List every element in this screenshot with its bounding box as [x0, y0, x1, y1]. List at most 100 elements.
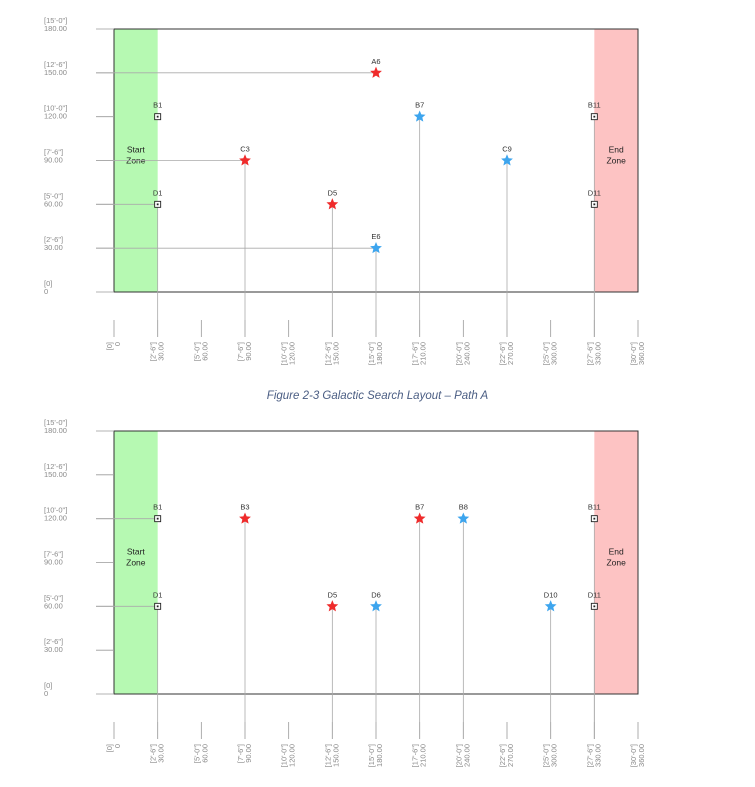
red-star-icon — [239, 512, 251, 524]
ball-e6: E6 — [370, 232, 382, 254]
marker-dot-icon — [593, 203, 596, 206]
end-zone-label-line1: End — [609, 145, 624, 155]
x-tick-feet: [25'-0"] — [542, 342, 551, 365]
x-tick-feet: [15'-0"] — [367, 342, 376, 365]
x-tick-feet: [2'-6"] — [149, 342, 158, 361]
x-tick-feet: [0] — [105, 744, 114, 752]
red-star-icon — [370, 66, 382, 78]
x-tick-inches: 60.00 — [200, 342, 209, 361]
y-tick-feet: [0] — [44, 681, 52, 690]
marker-label: D1 — [153, 188, 163, 197]
ball-label: D6 — [371, 590, 381, 599]
x-tick-inches: 330.00 — [593, 744, 602, 767]
ball-label: B8 — [459, 503, 468, 512]
y-tick-inches: 90.00 — [44, 156, 63, 165]
y-tick-inches: 30.00 — [44, 645, 63, 654]
x-tick-feet: [0] — [105, 342, 114, 350]
ball-label: C3 — [240, 145, 250, 154]
marker-b11: B11 — [588, 503, 601, 523]
blue-star-icon — [544, 600, 557, 612]
blue-star-icon — [370, 241, 382, 254]
x-tick-inches: 30.00 — [157, 744, 166, 763]
y-tick-feet: [15'-0"] — [44, 418, 67, 427]
marker-label: B1 — [153, 503, 162, 512]
ball-label: C9 — [502, 145, 512, 154]
x-tick-feet: [20'-0"] — [454, 342, 463, 365]
y-tick-inches: 90.00 — [44, 558, 63, 567]
galactic-search-path-a-diagram: StartZoneEndZone[0]0[2'-6"]30.00[5'-0"]6… — [44, 16, 646, 365]
red-star-icon — [239, 154, 251, 166]
ball-label: B3 — [240, 503, 249, 512]
y-tick-inches: 60.00 — [44, 199, 63, 208]
ball-d5: D5 — [326, 188, 339, 210]
marker-d11: D11 — [588, 590, 601, 610]
marker-dot-icon — [593, 115, 596, 118]
x-tick-inches: 240.00 — [462, 744, 471, 767]
ball-label: A6 — [371, 57, 380, 66]
x-tick-feet: [5'-0"] — [192, 744, 201, 763]
marker-label: B11 — [588, 101, 601, 110]
x-tick-feet: [17'-6"] — [411, 342, 420, 365]
x-tick-inches: 330.00 — [593, 342, 602, 365]
red-star-icon — [413, 512, 426, 524]
y-tick-inches: 150.00 — [44, 68, 67, 77]
x-tick-feet: [7'-6"] — [236, 744, 245, 763]
ball-label: E6 — [371, 232, 380, 241]
ball-b8: B8 — [457, 503, 470, 524]
start-zone-label-line1: Start — [127, 547, 146, 557]
x-tick-feet: [30'-0"] — [629, 342, 638, 365]
x-tick-inches: 150.00 — [331, 342, 340, 365]
x-tick-inches: 270.00 — [506, 342, 515, 365]
galactic-search-path-b-diagram: StartZoneEndZone[0]0[2'-6"]30.00[5'-0"]6… — [44, 418, 646, 767]
end-zone — [594, 29, 638, 292]
marker-dot-icon — [156, 517, 159, 520]
y-tick-inches: 180.00 — [44, 24, 67, 33]
x-tick-feet: [12'-6"] — [323, 744, 332, 767]
ball-d10: D10 — [544, 590, 558, 612]
marker-label: B1 — [153, 101, 162, 110]
x-tick-feet: [10'-0"] — [280, 744, 289, 767]
x-tick-inches: 300.00 — [550, 744, 559, 767]
marker-d1: D1 — [153, 188, 163, 208]
start-zone — [114, 431, 158, 694]
x-tick-feet: [20'-0"] — [454, 744, 463, 767]
x-tick-inches: 360.00 — [637, 744, 646, 767]
x-tick-feet: [10'-0"] — [280, 342, 289, 365]
path-b-field: StartZoneEndZone[0]0[2'-6"]30.00[5'-0"]6… — [44, 418, 646, 767]
x-tick-feet: [25'-0"] — [542, 744, 551, 767]
ball-d6: D6 — [370, 590, 382, 612]
x-tick-inches: 180.00 — [375, 342, 384, 365]
y-tick-feet: [7'-6"] — [44, 550, 63, 559]
y-tick-feet: [2'-6"] — [44, 637, 63, 646]
marker-b1: B1 — [153, 503, 162, 523]
blue-star-icon — [501, 154, 513, 166]
ball-label: D5 — [328, 188, 338, 197]
marker-b11: B11 — [588, 101, 601, 121]
end-zone-label-line1: End — [609, 547, 624, 557]
marker-dot-icon — [156, 605, 159, 608]
y-tick-feet: [15'-0"] — [44, 16, 67, 25]
ball-label: D10 — [544, 590, 558, 599]
x-tick-inches: 0 — [113, 744, 122, 748]
ball-b3: B3 — [239, 503, 251, 524]
ball-a6: A6 — [370, 57, 382, 78]
ball-b7: B7 — [413, 101, 426, 122]
end-zone-label-line2: Zone — [606, 558, 626, 568]
y-tick-feet: [7'-6"] — [44, 148, 63, 157]
x-tick-inches: 360.00 — [637, 342, 646, 365]
x-tick-inches: 120.00 — [288, 342, 297, 365]
y-tick-inches: 120.00 — [44, 112, 67, 121]
ball-label: B7 — [415, 101, 424, 110]
marker-label: D11 — [588, 188, 601, 197]
y-tick-inches: 60.00 — [44, 601, 63, 610]
x-tick-inches: 90.00 — [244, 342, 253, 361]
y-tick-inches: 30.00 — [44, 243, 63, 252]
x-tick-inches: 90.00 — [244, 744, 253, 763]
marker-d1: D1 — [153, 590, 162, 610]
marker-dot-icon — [593, 605, 596, 608]
y-tick-inches: 0 — [44, 287, 48, 296]
x-tick-feet: [15'-0"] — [367, 744, 376, 767]
end-zone-label-line2: Zone — [606, 156, 626, 166]
x-tick-inches: 150.00 — [331, 744, 340, 767]
x-tick-feet: [5'-0"] — [192, 342, 201, 361]
